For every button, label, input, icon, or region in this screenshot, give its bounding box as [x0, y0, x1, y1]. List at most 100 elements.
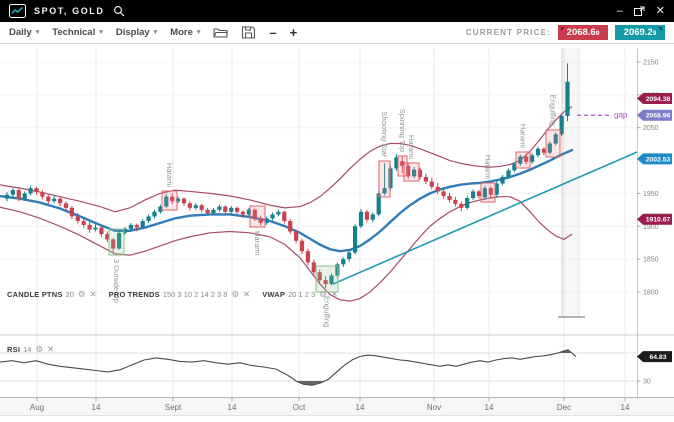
pattern-box — [403, 162, 420, 182]
titlebar: SPOT, GOLD – ✕ — [0, 0, 674, 22]
x-axis-label: 14 — [228, 403, 237, 412]
x-axis-label: 14 — [621, 403, 630, 412]
x-axis-label: Sept — [165, 403, 182, 412]
price-axis-label: 2150 — [643, 60, 659, 67]
rsi-legend: RSI 14 ⚙ ✕ — [7, 344, 66, 355]
pattern-box — [397, 155, 408, 177]
settings-gear-icon[interactable]: ⚙ — [319, 289, 327, 299]
study-params: 20 1 2 3 — [288, 290, 316, 299]
price-axis-label: 1900 — [643, 224, 659, 231]
pattern-label: Shooting Star — [380, 112, 389, 158]
gap-label: gap — [614, 111, 628, 120]
pattern-box — [378, 160, 391, 198]
price-axis-label: 1850 — [643, 257, 659, 264]
svg-text:2002.53: 2002.53 — [646, 156, 671, 163]
trendline — [332, 151, 637, 285]
ask-price-value: 2069.2 — [623, 27, 653, 38]
pattern-box — [108, 228, 125, 256]
remove-study-icon[interactable]: ✕ — [89, 289, 97, 299]
menu-periodicity[interactable]: Daily ▾ — [9, 27, 39, 38]
minimize-button[interactable]: – — [616, 4, 623, 17]
pattern-box — [545, 129, 561, 158]
x-axis-label: Oct — [293, 403, 306, 412]
menu-periodicity-label: Daily — [9, 27, 32, 38]
pattern-label: Harami — [165, 163, 174, 188]
pattern-label: Harami — [484, 155, 493, 180]
ask-price-fraction: 9 — [652, 30, 657, 37]
study-rsi: RSI 14 ⚙ ✕ — [7, 344, 54, 355]
save-icon[interactable] — [241, 26, 256, 39]
menu-more[interactable]: More ▾ — [170, 27, 200, 38]
svg-text:2094.38: 2094.38 — [646, 96, 671, 103]
current-price-label: CURRENT PRICE: — [465, 28, 551, 37]
study-candle-patterns: CANDLE PTNS 20 ⚙ ✕ — [7, 289, 97, 300]
rsi-badge: 64.83 — [637, 351, 672, 363]
bid-price-fraction: 9 — [595, 30, 600, 37]
settings-gear-icon[interactable]: ⚙ — [35, 344, 44, 354]
pattern-label: Harami — [253, 231, 262, 256]
chevron-down-icon: ▾ — [153, 29, 158, 36]
pattern-box — [515, 151, 531, 169]
pattern-annotations: Harami 3 Outside Up Harami Shooting Star Spi… — [108, 95, 561, 327]
x-axis-strip — [0, 397, 674, 415]
zoom-in-button[interactable]: + — [289, 25, 298, 40]
remove-study-icon[interactable]: ✕ — [47, 344, 55, 354]
pattern-label: Harami — [407, 135, 416, 160]
study-name: RSI — [7, 345, 21, 354]
gap-annotation: gap — [577, 111, 628, 120]
settings-gear-icon[interactable]: ⚙ — [77, 289, 86, 299]
x-axis-label: Aug — [30, 403, 44, 412]
x-axis-label: 14 — [356, 403, 365, 412]
chevron-down-icon: ▾ — [196, 29, 201, 36]
study-name: VWAP — [262, 290, 286, 299]
chevron-down-icon: ▾ — [35, 29, 40, 36]
rsi-axis-label: 30 — [643, 379, 651, 386]
price-chart[interactable]: Harami 3 Outside Up Harami Shooting Star Spi… — [0, 44, 674, 422]
study-name: PRO TRENDS — [108, 290, 160, 299]
menu-display[interactable]: Display ▾ — [116, 27, 157, 38]
close-button[interactable]: ✕ — [655, 4, 665, 17]
x-axis-label: 14 — [92, 403, 101, 412]
bid-price-value: 2068.6 — [566, 27, 596, 38]
price-axis-label: 2050 — [643, 125, 659, 132]
menu-technical[interactable]: Technical ▾ — [52, 27, 103, 38]
price-badge: 2068.96 — [637, 109, 672, 121]
bid-price-button[interactable]: 2068.69 — [558, 25, 608, 40]
search-icon[interactable] — [113, 5, 125, 17]
ask-price-button[interactable]: 2069.29 — [615, 25, 665, 40]
remove-study-icon[interactable]: ✕ — [330, 289, 338, 299]
svg-text:1910.67: 1910.67 — [646, 217, 671, 224]
study-name: CANDLE PTNS — [7, 290, 63, 299]
remove-study-icon[interactable]: ✕ — [243, 289, 251, 299]
popout-icon[interactable] — [633, 6, 645, 16]
svg-text:64.83: 64.83 — [649, 354, 666, 361]
symbol-title: SPOT, GOLD — [34, 6, 105, 16]
candles-layer — [4, 63, 570, 289]
price-badge: 1910.67 — [637, 213, 672, 225]
settings-gear-icon[interactable]: ⚙ — [231, 289, 240, 299]
rsi-line — [0, 349, 577, 386]
x-axis-label: Nov — [427, 403, 441, 412]
x-axis-label: 14 — [485, 403, 494, 412]
pattern-box — [249, 205, 266, 228]
pattern-box — [315, 265, 339, 293]
rsi-panel — [0, 349, 577, 386]
pattern-label: Spinning Top — [398, 109, 407, 152]
pattern-label: 3 Outside Up — [112, 259, 121, 303]
study-vwap: VWAP 20 1 2 3 ⚙ ✕ — [262, 289, 338, 300]
chart-area: Harami 3 Outside Up Harami Shooting Star Spi… — [0, 44, 674, 422]
pattern-box — [480, 182, 496, 203]
chevron-down-icon: ▾ — [99, 29, 103, 36]
bollinger-lower-band — [0, 196, 573, 302]
main-panel: Harami 3 Outside Up Harami Shooting Star Spi… — [0, 63, 637, 327]
price-badge: 2094.38 — [637, 93, 672, 105]
price-badge: 2002.53 — [637, 153, 672, 165]
studies-legend: CANDLE PTNS 20 ⚙ ✕ PRO TRENDS 150 3 10 2… — [7, 289, 350, 300]
pattern-label: Engulfing — [323, 296, 332, 327]
open-folder-icon[interactable] — [213, 26, 228, 39]
current-price-area: CURRENT PRICE: 2068.69 2069.29 — [466, 25, 665, 40]
study-params: 14 — [23, 345, 32, 354]
pattern-label: Harami — [519, 124, 528, 149]
zoom-out-button[interactable]: – — [269, 25, 277, 40]
